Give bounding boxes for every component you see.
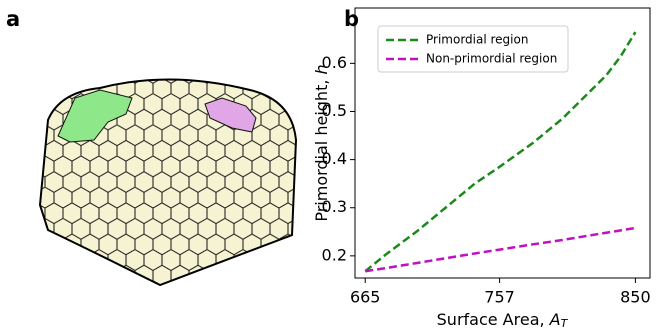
- y-label-text: Primordial height,: [312, 74, 331, 221]
- panel-label: b: [344, 7, 359, 31]
- x-label-sub: T: [561, 317, 569, 330]
- x-tick-label: 665: [350, 288, 381, 307]
- primordial-patch: [57, 89, 133, 143]
- legend-label: Non-primordial region: [426, 52, 557, 66]
- y-tick-label: 0.3: [322, 197, 347, 216]
- panel-label: a: [6, 7, 20, 31]
- legend-label: Primordial region: [426, 33, 528, 47]
- legend-box: [377, 25, 569, 73]
- y-tick-label: 0.2: [322, 245, 347, 264]
- x-label-text: Surface Area,: [437, 310, 550, 329]
- y-axis-label: Primordial height, h: [312, 64, 331, 221]
- y-tick-label: 0.6: [322, 53, 347, 72]
- x-tick-label: 757: [484, 288, 515, 307]
- mesh-outline: [38, 78, 298, 287]
- y-label-var: h: [312, 64, 331, 74]
- data-line: [365, 226, 636, 273]
- x-tick-label: 850: [620, 288, 651, 307]
- y-tick-label: 0.4: [322, 149, 347, 168]
- y-tick-label: 0.5: [322, 101, 347, 120]
- x-axis-label: Surface Area, AT: [437, 310, 569, 331]
- data-line: [364, 31, 637, 273]
- plot-frame: [354, 7, 651, 279]
- x-label-var: A: [549, 310, 561, 329]
- non-primordial-patch: [204, 97, 257, 133]
